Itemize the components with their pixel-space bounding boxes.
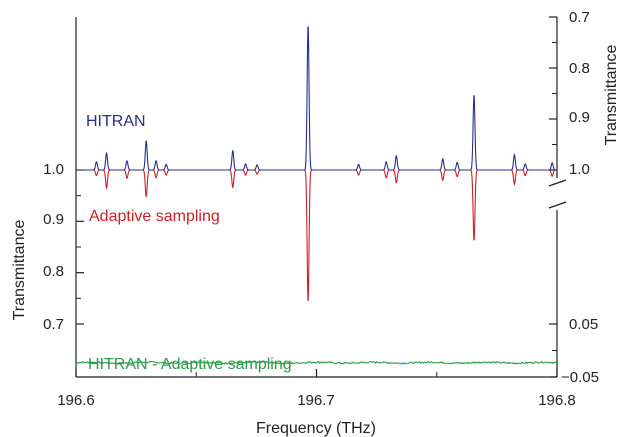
x-tick-label-1: 196.6: [57, 392, 95, 409]
left-axis-title: Transmittance: [11, 220, 28, 321]
right-tick-label-neg-0.05: −0.05: [561, 369, 599, 386]
series-label-adaptive-sampling: Adaptive sampling: [89, 208, 220, 225]
series-label-hitran: HITRAN: [86, 113, 146, 130]
x-axis-title: Frequency (THz): [256, 420, 376, 437]
series-label-difference: HITRAN - Adaptive sampling: [88, 356, 292, 373]
x-tick-label-3: 196.8: [538, 392, 576, 409]
left-tick-label-0.9: 0.9: [43, 211, 64, 228]
right-tick-label-0.05: 0.05: [569, 316, 598, 333]
series-line-difference: [75, 360, 558, 365]
left-tick-label-0.7: 0.7: [43, 316, 64, 333]
left-tick-label-1.0: 1.0: [43, 161, 64, 178]
right-axis-title: Transmittance: [603, 45, 620, 146]
right-tick-label-0.7: 0.7: [569, 9, 590, 26]
series-line-adaptive-sampling: [76, 169, 557, 301]
right-tick-label-0.9: 0.9: [569, 109, 590, 126]
axis-break-mark-lower: [548, 201, 567, 209]
right-tick-label-0.8: 0.8: [569, 60, 590, 77]
x-tick-label-2: 196.7: [297, 392, 335, 409]
series-line-hitran: [76, 26, 557, 171]
left-tick-label-0.8: 0.8: [43, 263, 64, 280]
axis-break-mark-upper: [548, 179, 567, 187]
right-tick-label-1.0: 1.0: [569, 161, 590, 178]
